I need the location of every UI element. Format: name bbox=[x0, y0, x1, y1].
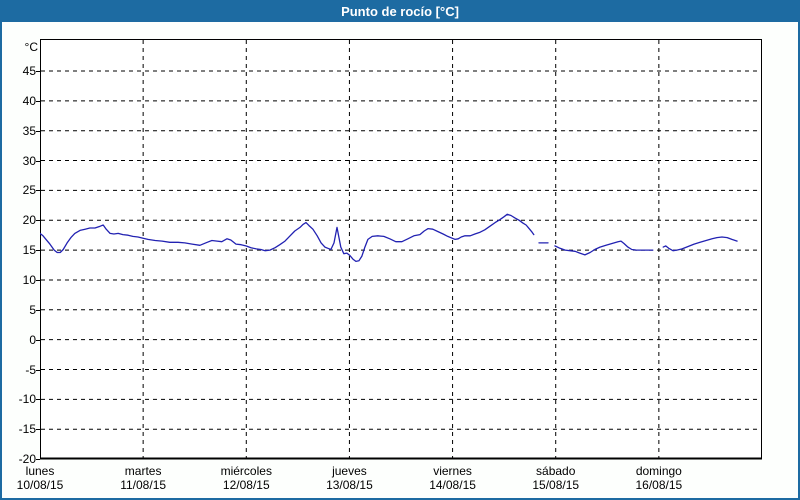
y-tick-mark bbox=[36, 250, 40, 252]
y-tick-label: -10 bbox=[18, 392, 36, 407]
plot-border bbox=[40, 39, 762, 459]
x-tick-day-label: viernes bbox=[433, 464, 472, 478]
x-tick-date-label: 14/08/15 bbox=[429, 478, 476, 492]
y-tick-label: 45 bbox=[22, 64, 36, 78]
chart-title: Punto de rocío [°C] bbox=[341, 4, 459, 19]
y-tick-label: -20 bbox=[18, 452, 36, 467]
y-tick-label: -5 bbox=[25, 362, 36, 377]
x-tick-date-label: 13/08/15 bbox=[326, 478, 373, 492]
x-tick-date-label: 10/08/15 bbox=[16, 478, 64, 492]
y-tick-mark bbox=[36, 369, 40, 371]
x-tick-date-label: 12/08/15 bbox=[222, 478, 270, 492]
x-tick-day-label: miércoles bbox=[220, 464, 272, 478]
x-tick-day-label: domingo bbox=[635, 464, 682, 478]
plot-svg bbox=[40, 39, 762, 460]
y-tick-mark bbox=[36, 429, 40, 431]
y-tick-label: 20 bbox=[22, 213, 36, 228]
title-bar: Punto de rocío [°C] bbox=[2, 2, 798, 22]
x-tick-day-label: martes bbox=[124, 464, 162, 478]
y-tick-mark bbox=[36, 190, 40, 192]
y-tick-mark bbox=[36, 130, 40, 132]
x-tick-date-label: 16/08/15 bbox=[635, 478, 683, 492]
y-tick-mark bbox=[36, 459, 40, 461]
y-axis-unit-label: °C bbox=[24, 40, 38, 54]
y-tick-label: 35 bbox=[22, 123, 36, 138]
y-tick-label: 30 bbox=[22, 153, 36, 168]
y-tick-mark bbox=[36, 279, 40, 281]
y-tick-mark bbox=[36, 220, 40, 222]
series-line bbox=[40, 213, 535, 263]
x-tick-day-label: jueves bbox=[332, 464, 367, 478]
y-tick-label: 5 bbox=[29, 302, 36, 317]
y-tick-label: 10 bbox=[22, 272, 36, 287]
y-tick-label: 15 bbox=[22, 243, 36, 258]
y-tick-mark bbox=[36, 309, 40, 311]
y-tick-mark bbox=[36, 339, 40, 341]
x-tick-date-label: 15/08/15 bbox=[532, 478, 580, 492]
x-tick-date-label: 11/08/15 bbox=[120, 478, 167, 492]
y-tick-mark bbox=[36, 100, 40, 102]
y-tick-mark bbox=[36, 71, 40, 72]
y-tick-mark bbox=[36, 160, 40, 162]
x-tick-day-label: sábado bbox=[536, 464, 576, 478]
x-tick-day-label: lunes bbox=[25, 464, 55, 478]
series-line bbox=[554, 240, 654, 256]
plot-area bbox=[40, 39, 762, 460]
y-tick-mark bbox=[36, 399, 40, 401]
series-line bbox=[662, 236, 738, 252]
y-tick-label: 0 bbox=[29, 332, 36, 347]
y-tick-label: 25 bbox=[22, 183, 36, 198]
y-tick-label: -15 bbox=[18, 422, 36, 437]
y-tick-label: 40 bbox=[22, 93, 36, 108]
